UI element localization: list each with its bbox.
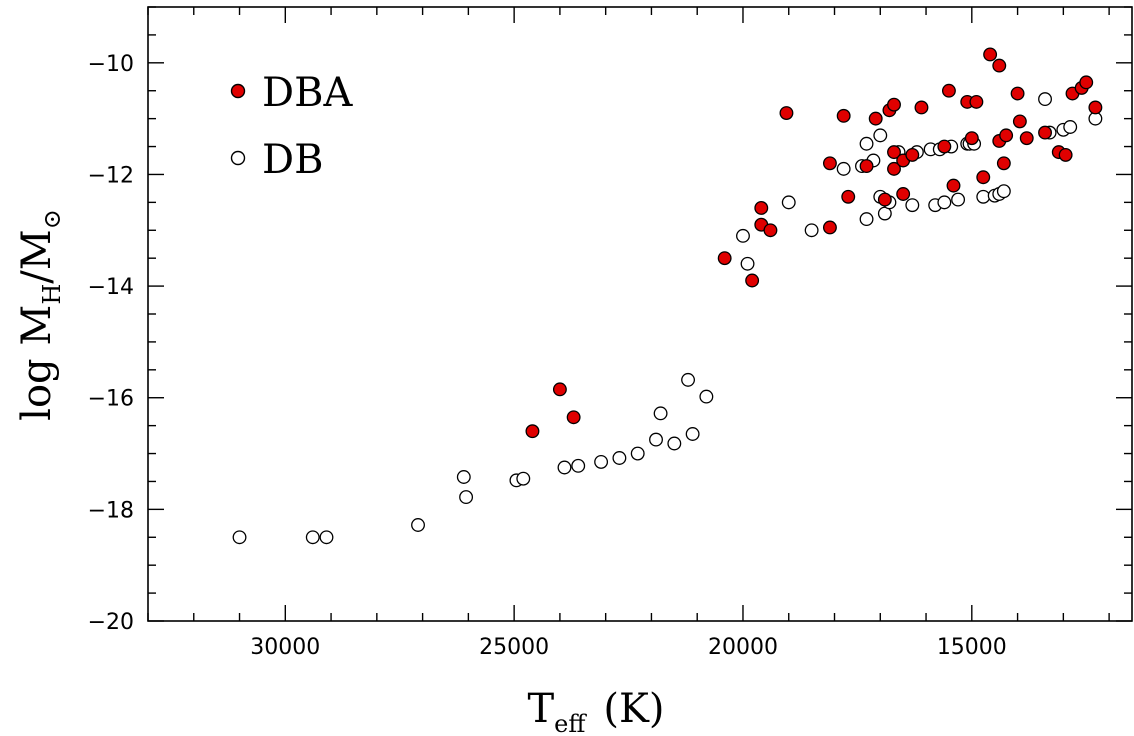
point-dba: [896, 187, 911, 201]
point-db: [612, 451, 627, 465]
point-dba: [859, 159, 874, 174]
point-dba: [983, 47, 998, 62]
point-dba: [941, 83, 956, 98]
point-dba: [552, 382, 567, 397]
point-db: [804, 223, 819, 238]
point-dba: [836, 108, 851, 123]
point-db: [781, 195, 796, 210]
point-db: [411, 518, 425, 532]
point-dba: [964, 131, 979, 146]
point-db: [516, 471, 531, 486]
point-dba: [822, 220, 837, 235]
point-db: [557, 460, 572, 475]
y-tick-label: −16: [88, 387, 134, 412]
point-db: [859, 212, 874, 227]
point-dba: [1019, 131, 1034, 146]
y-tick-label: −14: [88, 275, 134, 300]
point-db: [456, 470, 471, 484]
tick-labels: 30000 25000 20000 15000 −10 −12 −14 −16 −18 −20: [88, 52, 1007, 660]
x-tick-label: 20000: [708, 635, 778, 660]
x-axis-label: Teff (K): [527, 686, 664, 736]
point-db: [681, 372, 696, 387]
point-dba: [1010, 86, 1025, 101]
point-db: [905, 198, 920, 213]
point-dba: [566, 410, 581, 425]
point-dba: [745, 273, 760, 288]
point-dba: [969, 94, 984, 109]
data-points: [232, 47, 1103, 545]
point-db: [653, 406, 668, 421]
point-dba: [717, 251, 732, 266]
point-dba: [779, 106, 794, 121]
point-dba: [999, 128, 1014, 143]
y-tick-label: −20: [88, 610, 134, 635]
point-db: [951, 192, 966, 207]
point-db: [459, 490, 474, 505]
point-db: [319, 530, 334, 545]
point-dba: [1088, 100, 1103, 115]
point-db: [976, 189, 991, 204]
point-dba: [763, 223, 778, 238]
point-db: [232, 530, 247, 545]
point-dba: [1038, 125, 1052, 140]
x-tick-label: 30000: [250, 635, 320, 660]
point-db: [996, 184, 1011, 199]
point-dba: [887, 97, 901, 112]
point-db: [740, 256, 755, 271]
point-dba: [887, 161, 901, 176]
legend: DBA DB: [230, 70, 353, 183]
legend-marker-dba: [230, 83, 246, 99]
point-dba: [868, 111, 883, 126]
point-dba: [525, 424, 540, 439]
point-dba: [1012, 114, 1027, 129]
y-tick-label: −12: [88, 163, 134, 188]
point-db: [571, 458, 586, 473]
legend-label-db: DB: [262, 137, 323, 183]
point-dba: [905, 147, 920, 162]
point-db: [859, 136, 874, 151]
point-db: [736, 228, 750, 243]
point-db: [937, 195, 952, 210]
y-tick-label: −10: [88, 52, 134, 77]
point-dba: [1079, 75, 1094, 90]
point-dba: [887, 145, 901, 160]
point-dba: [946, 178, 961, 193]
point-db: [699, 389, 714, 404]
point-db: [630, 446, 645, 461]
point-dba: [976, 170, 991, 185]
point-dba: [996, 156, 1011, 171]
point-dba: [841, 189, 856, 204]
x-tick-label: 15000: [937, 635, 1007, 660]
legend-marker-db: [230, 150, 246, 166]
point-db: [836, 161, 851, 176]
point-dba: [937, 139, 952, 154]
point-db: [873, 128, 888, 143]
point-db: [685, 427, 700, 441]
point-dba: [754, 200, 769, 215]
x-tick-label: 25000: [479, 635, 549, 660]
legend-label-dba: DBA: [262, 70, 353, 116]
y-axis-label: log MH/M⊙: [14, 209, 66, 421]
point-db: [1038, 92, 1052, 107]
point-db: [1063, 120, 1078, 134]
axis-ticks: [147, 6, 1132, 622]
point-db: [594, 454, 609, 469]
point-dba: [1058, 147, 1073, 162]
point-db: [305, 530, 320, 545]
point-dba: [914, 100, 929, 115]
y-tick-label: −18: [88, 498, 134, 523]
point-dba: [877, 192, 892, 207]
point-dba: [992, 58, 1007, 73]
point-db: [649, 432, 663, 447]
point-dba: [822, 156, 837, 171]
point-db: [667, 436, 682, 451]
